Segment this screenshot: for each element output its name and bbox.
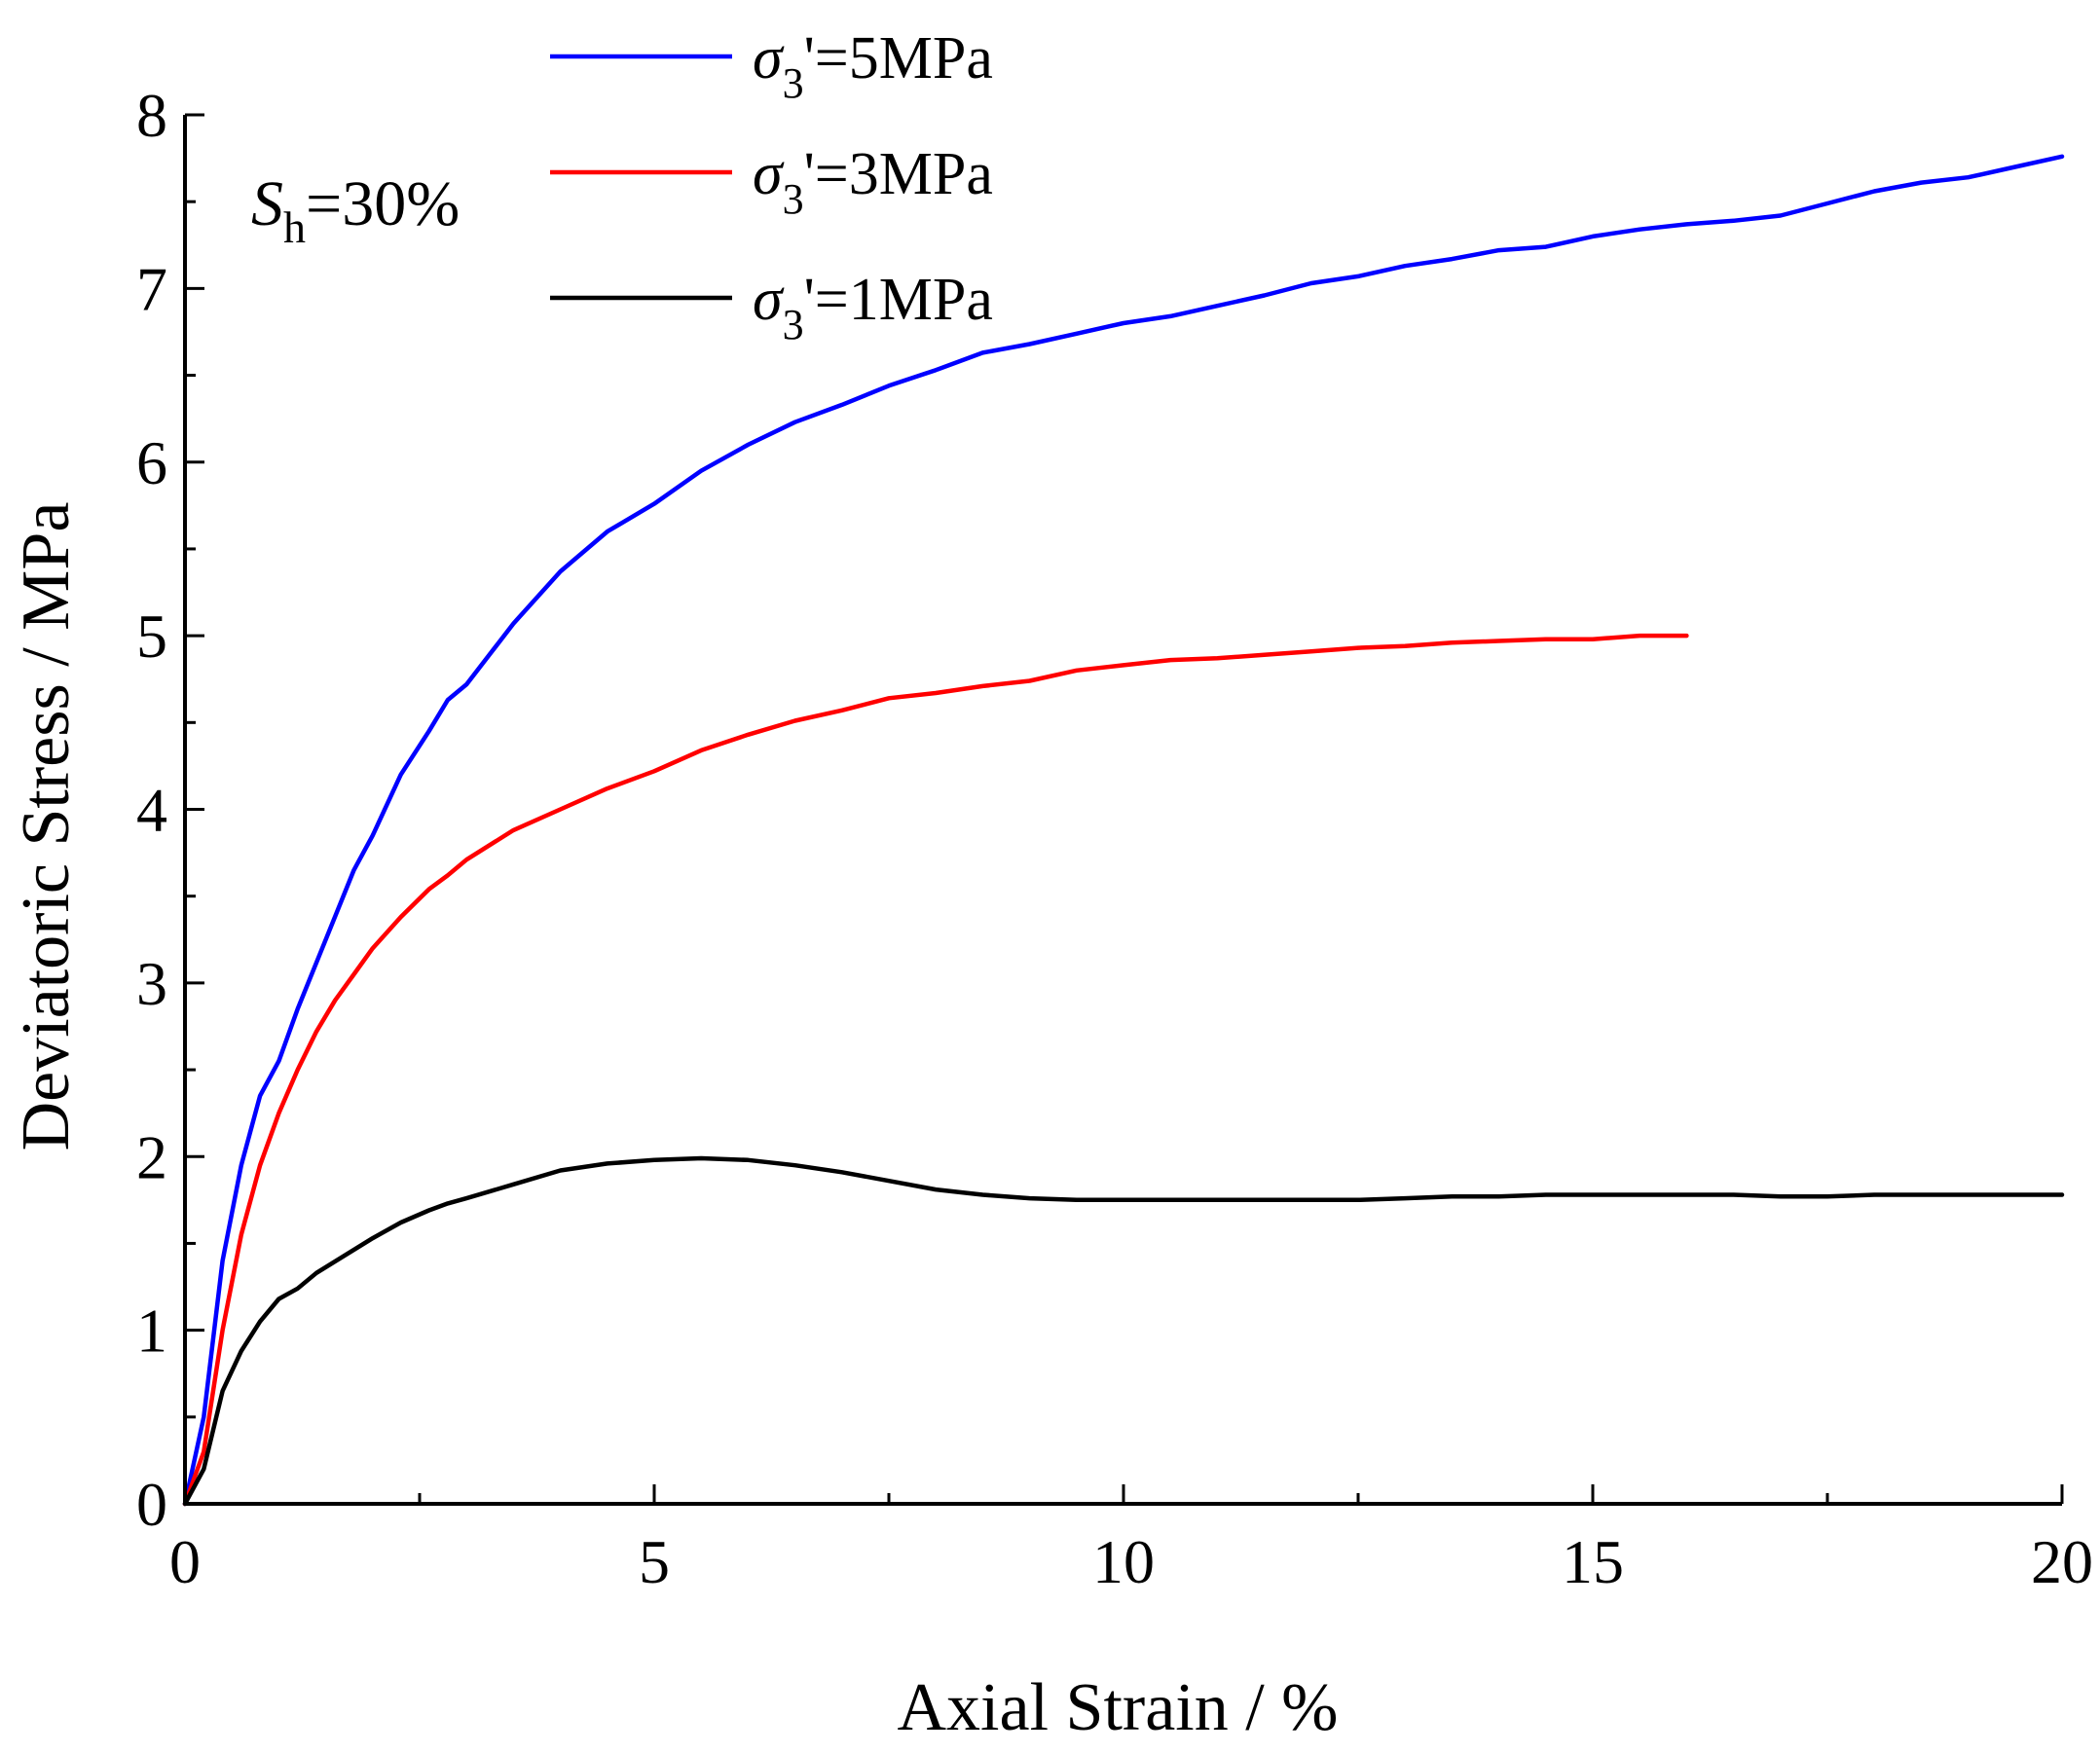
y-tick-label: 3	[136, 949, 167, 1018]
annotation-symbol: S	[251, 168, 283, 239]
y-tick-label: 1	[136, 1296, 167, 1366]
annotation-subscript: h	[283, 202, 306, 252]
y-tick-label: 4	[136, 776, 167, 845]
legend-label-2: σ3'=3MPa	[753, 141, 993, 223]
ticks-layer: 0 5 10 15 20 0 1 2 3 4 5 6 7 8	[136, 81, 2093, 1596]
y-axis-title: Deviatoric Stress / MPa	[9, 502, 84, 1151]
series-line-2	[182, 633, 1689, 1507]
legend-symbol: σ	[753, 25, 785, 91]
x-tick-label: 0	[169, 1527, 201, 1596]
legend-symbol: σ	[753, 267, 785, 333]
sh-annotation: Sh=30%	[251, 168, 460, 252]
x-tick-label: 20	[2031, 1527, 2093, 1596]
legend-value: '=3MPa	[804, 141, 993, 207]
y-tick-label: 2	[136, 1122, 167, 1191]
y-tick-label: 6	[136, 428, 167, 497]
legend-label-1: σ3'=5MPa	[753, 25, 993, 107]
x-axis-title: Axial Strain / %	[898, 1670, 1339, 1745]
annotation-value: =30%	[306, 168, 460, 239]
series-layer	[182, 154, 2065, 1507]
y-tick-label: 7	[136, 254, 167, 323]
y-tick-label: 8	[136, 81, 167, 150]
legend-value: '=1MPa	[804, 267, 993, 333]
legend-subscript: 3	[783, 301, 804, 348]
series-line-1	[182, 154, 2065, 1507]
x-tick-label: 5	[639, 1527, 670, 1596]
x-tick-label: 15	[1562, 1527, 1624, 1596]
series-line-3	[182, 1155, 2065, 1507]
legend-value: '=5MPa	[804, 25, 993, 91]
legend-symbol: σ	[753, 141, 785, 207]
legend-subscript: 3	[783, 175, 804, 223]
y-tick-label: 5	[136, 602, 167, 671]
legend-label-3: σ3'=1MPa	[753, 267, 993, 348]
legend-subscript: 3	[783, 59, 804, 107]
y-tick-label: 0	[136, 1470, 167, 1539]
x-tick-label: 10	[1092, 1527, 1155, 1596]
